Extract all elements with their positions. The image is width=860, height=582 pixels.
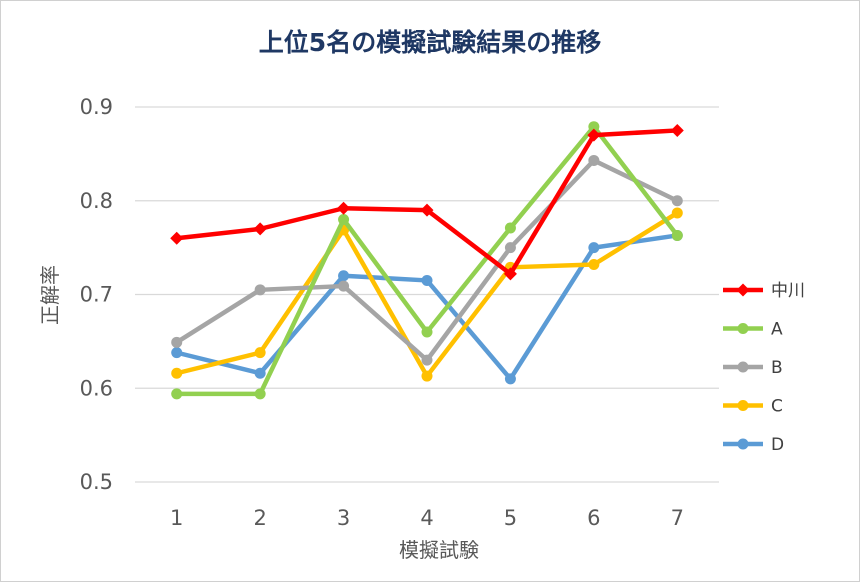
legend-item: A xyxy=(723,320,783,340)
legend-label: A xyxy=(771,320,783,340)
data-point xyxy=(671,207,683,219)
x-tick-label: 4 xyxy=(420,506,433,530)
legend-label: 中川 xyxy=(771,281,805,301)
data-point xyxy=(254,388,266,400)
series-C xyxy=(171,207,683,382)
data-point xyxy=(671,229,683,241)
data-point xyxy=(588,242,600,254)
legend-label: B xyxy=(771,358,783,378)
x-tick-label: 7 xyxy=(671,506,684,530)
series-line xyxy=(174,128,680,277)
data-point xyxy=(588,121,600,133)
data-point xyxy=(254,347,266,359)
x-tick-label: 2 xyxy=(253,506,266,530)
data-point xyxy=(671,195,683,207)
y-tick-label: 0.9 xyxy=(80,95,113,119)
data-point xyxy=(253,222,267,236)
data-point xyxy=(171,347,183,359)
legend-label: D xyxy=(771,435,784,455)
data-point xyxy=(588,259,600,270)
data-point xyxy=(504,242,516,254)
data-point xyxy=(254,284,266,296)
data-point xyxy=(504,222,516,234)
data-point xyxy=(670,123,684,137)
data-point xyxy=(171,388,183,400)
series-B xyxy=(171,154,683,366)
y-tick-label: 0.7 xyxy=(80,283,113,307)
legend-item: D xyxy=(723,435,784,455)
data-point xyxy=(171,367,183,379)
y-tick-label: 0.5 xyxy=(80,470,113,494)
data-point xyxy=(254,367,266,379)
data-point xyxy=(503,267,517,281)
x-tick-label: 3 xyxy=(337,506,350,530)
legend-marker xyxy=(737,438,749,450)
data-point xyxy=(504,373,516,385)
data-point xyxy=(171,336,183,348)
y-axis-title: 正解率 xyxy=(38,265,62,325)
legend-marker xyxy=(737,323,749,334)
legend-marker xyxy=(737,361,749,373)
gridlines xyxy=(135,106,719,483)
y-axis-ticks: 0.5 0.6 0.7 0.8 0.9 xyxy=(80,95,113,494)
x-axis-ticks: 1 2 3 4 5 6 7 xyxy=(170,506,684,530)
data-point xyxy=(170,231,184,245)
x-tick-label: 1 xyxy=(170,506,183,530)
x-tick-label: 5 xyxy=(504,506,517,530)
legend-item: C xyxy=(723,397,783,417)
legend-marker xyxy=(736,283,750,297)
series-D xyxy=(171,229,683,385)
series-中川 xyxy=(170,123,684,281)
y-tick-label: 0.6 xyxy=(80,376,113,400)
legend-label: C xyxy=(771,397,783,417)
series-lines xyxy=(170,121,684,400)
data-point xyxy=(421,274,433,286)
legend-item: 中川 xyxy=(723,281,805,301)
data-point xyxy=(338,270,350,282)
data-point xyxy=(337,201,351,215)
y-tick-label: 0.8 xyxy=(80,189,113,213)
chart-title: 上位5名の模擬試験結果の推移 xyxy=(258,28,602,57)
data-point xyxy=(338,280,350,292)
data-point xyxy=(338,214,350,225)
x-tick-label: 6 xyxy=(587,506,600,530)
data-point xyxy=(587,128,601,142)
data-point xyxy=(421,370,433,382)
series-A xyxy=(171,121,683,400)
legend-item: B xyxy=(723,358,783,378)
data-point xyxy=(588,154,600,166)
data-point xyxy=(420,203,434,217)
data-point xyxy=(421,354,433,366)
legend-marker xyxy=(737,400,749,411)
x-axis-title: 模擬試験 xyxy=(399,538,479,562)
data-point xyxy=(421,326,433,338)
